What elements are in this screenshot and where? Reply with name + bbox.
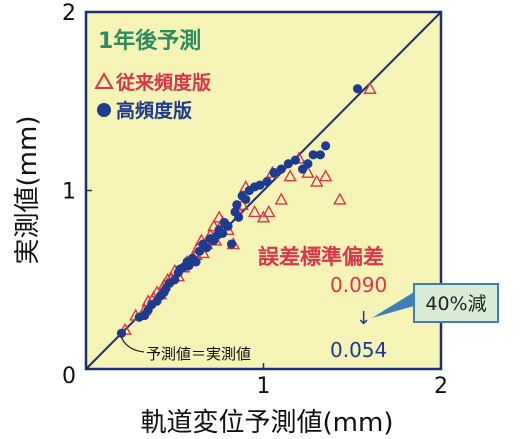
y-tick-label: 2 — [62, 1, 76, 26]
reference-label-leader — [120, 335, 145, 353]
data-point-conventional — [283, 169, 297, 182]
data-point-high-frequency — [232, 200, 242, 210]
y-axis-title: 実測値(mm) — [13, 116, 43, 265]
data-point-high-frequency — [116, 328, 127, 338]
data-point-high-frequency — [184, 260, 194, 271]
data-point-conventional — [212, 210, 226, 223]
annotation-heading: 誤差標準偏差 — [258, 245, 384, 269]
annotation-arrow: ↓ — [356, 308, 371, 329]
data-point-high-frequency — [241, 194, 251, 205]
data-point-high-frequency — [170, 275, 180, 285]
data-point-high-frequency — [290, 155, 301, 165]
annotation-high-frequency-value: 0.054 — [330, 338, 387, 362]
x-tick-label: 2 — [434, 374, 448, 399]
data-point-conventional — [363, 81, 377, 94]
data-point-conventional — [207, 219, 221, 232]
callout-box — [413, 283, 499, 323]
chart-title: 1年後予測 — [98, 28, 201, 54]
x-axis-title: 軌道変位予測値(mm) — [141, 408, 394, 438]
data-point-high-frequency — [191, 257, 201, 267]
x-tick-label: 1 — [257, 374, 271, 399]
legend-circle-marker — [97, 103, 111, 117]
data-point-high-frequency — [315, 150, 325, 160]
legend-label-conventional: 従来頻度版 — [115, 71, 211, 94]
data-point-high-frequency — [195, 246, 205, 256]
legend-label-high-frequency: 高頻度版 — [116, 99, 192, 122]
data-point-conventional — [318, 169, 333, 182]
data-point-high-frequency — [255, 180, 265, 190]
data-point-high-frequency — [303, 159, 313, 169]
data-point-high-frequency — [269, 168, 279, 178]
callout-label: 40%減 — [425, 293, 486, 315]
data-point-high-frequency — [352, 84, 363, 94]
data-point-high-frequency — [283, 159, 293, 169]
data-point-conventional — [333, 192, 347, 205]
legend: 従来頻度版 高頻度版 — [94, 71, 211, 122]
data-point-conventional — [247, 204, 262, 218]
reference-line-label: 予測値＝実測値 — [146, 345, 251, 363]
data-point-high-frequency — [276, 164, 286, 174]
data-point-conventional — [262, 204, 276, 218]
data-point-high-frequency — [226, 239, 237, 249]
data-point-conventional — [274, 192, 288, 205]
data-point-high-frequency — [308, 150, 318, 160]
legend-triangle-marker — [94, 71, 114, 89]
origin-tick-label: 0 — [62, 364, 76, 389]
data-point-high-frequency — [321, 141, 331, 151]
y-axis-ticks: 1 2 0 — [62, 1, 92, 389]
data-point-high-frequency — [262, 176, 272, 187]
y-tick-label: 1 — [62, 180, 76, 205]
data-point-high-frequency — [202, 243, 212, 253]
data-point-high-frequency — [234, 212, 244, 222]
callout-pointer — [372, 292, 414, 318]
data-point-high-frequency — [223, 221, 233, 231]
annotation-conventional-value: 0.090 — [330, 273, 387, 297]
series-high-frequency — [116, 84, 363, 338]
data-point-high-frequency — [218, 228, 228, 238]
